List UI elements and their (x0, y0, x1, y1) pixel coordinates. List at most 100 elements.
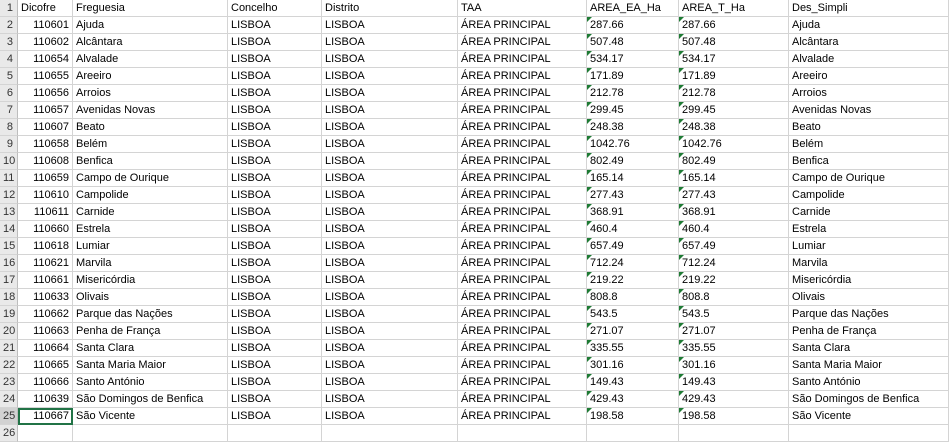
cell-a18[interactable]: 110633 (18, 289, 73, 306)
cell-h17[interactable]: Misericórdia (789, 272, 949, 289)
cell-a5[interactable]: 110655 (18, 68, 73, 85)
cell-a17[interactable]: 110661 (18, 272, 73, 289)
row-number[interactable]: 18 (0, 289, 18, 306)
cell-e4[interactable]: ÁREA PRINCIPAL (458, 51, 587, 68)
cell-b2[interactable]: Ajuda (73, 17, 228, 34)
cell-h15[interactable]: Lumiar (789, 238, 949, 255)
cell-e26[interactable] (458, 425, 587, 442)
row-number[interactable]: 13 (0, 204, 18, 221)
cell-g20[interactable]: 271.07 (679, 323, 789, 340)
cell-e17[interactable]: ÁREA PRINCIPAL (458, 272, 587, 289)
cell-e5[interactable]: ÁREA PRINCIPAL (458, 68, 587, 85)
cell-g16[interactable]: 712.24 (679, 255, 789, 272)
cell-d16[interactable]: LISBOA (322, 255, 458, 272)
cell-e10[interactable]: ÁREA PRINCIPAL (458, 153, 587, 170)
cell-e7[interactable]: ÁREA PRINCIPAL (458, 102, 587, 119)
cell-a19[interactable]: 110662 (18, 306, 73, 323)
cell-b17[interactable]: Misericórdia (73, 272, 228, 289)
cell-b5[interactable]: Areeiro (73, 68, 228, 85)
row-number[interactable]: 6 (0, 85, 18, 102)
cell-h11[interactable]: Campo de Ourique (789, 170, 949, 187)
cell-c26[interactable] (228, 425, 322, 442)
cell-h1[interactable]: Des_Simpli (789, 0, 949, 17)
row-number[interactable]: 8 (0, 119, 18, 136)
row-number[interactable]: 21 (0, 340, 18, 357)
cell-f1[interactable]: AREA_EA_Ha (587, 0, 679, 17)
cell-a22[interactable]: 110665 (18, 357, 73, 374)
cell-e6[interactable]: ÁREA PRINCIPAL (458, 85, 587, 102)
cell-d7[interactable]: LISBOA (322, 102, 458, 119)
cell-g21[interactable]: 335.55 (679, 340, 789, 357)
cell-f26[interactable] (587, 425, 679, 442)
cell-c13[interactable]: LISBOA (228, 204, 322, 221)
cell-e15[interactable]: ÁREA PRINCIPAL (458, 238, 587, 255)
cell-c6[interactable]: LISBOA (228, 85, 322, 102)
cell-h18[interactable]: Olivais (789, 289, 949, 306)
cell-c8[interactable]: LISBOA (228, 119, 322, 136)
cell-g17[interactable]: 219.22 (679, 272, 789, 289)
cell-g22[interactable]: 301.16 (679, 357, 789, 374)
cell-b15[interactable]: Lumiar (73, 238, 228, 255)
cell-f18[interactable]: 808.8 (587, 289, 679, 306)
cell-e14[interactable]: ÁREA PRINCIPAL (458, 221, 587, 238)
cell-c22[interactable]: LISBOA (228, 357, 322, 374)
cell-g4[interactable]: 534.17 (679, 51, 789, 68)
row-number[interactable]: 22 (0, 357, 18, 374)
cell-f5[interactable]: 171.89 (587, 68, 679, 85)
cell-f25[interactable]: 198.58 (587, 408, 679, 425)
cell-e25[interactable]: ÁREA PRINCIPAL (458, 408, 587, 425)
cell-h13[interactable]: Carnide (789, 204, 949, 221)
cell-h19[interactable]: Parque das Nações (789, 306, 949, 323)
cell-a24[interactable]: 110639 (18, 391, 73, 408)
cell-c14[interactable]: LISBOA (228, 221, 322, 238)
cell-d2[interactable]: LISBOA (322, 17, 458, 34)
cell-d12[interactable]: LISBOA (322, 187, 458, 204)
cell-f6[interactable]: 212.78 (587, 85, 679, 102)
cell-d20[interactable]: LISBOA (322, 323, 458, 340)
cell-g11[interactable]: 165.14 (679, 170, 789, 187)
row-number[interactable]: 15 (0, 238, 18, 255)
cell-a26[interactable] (18, 425, 73, 442)
row-number[interactable]: 24 (0, 391, 18, 408)
cell-g18[interactable]: 808.8 (679, 289, 789, 306)
cell-d19[interactable]: LISBOA (322, 306, 458, 323)
cell-g26[interactable] (679, 425, 789, 442)
cell-c18[interactable]: LISBOA (228, 289, 322, 306)
cell-b12[interactable]: Campolide (73, 187, 228, 204)
cell-b20[interactable]: Penha de França (73, 323, 228, 340)
cell-f14[interactable]: 460.4 (587, 221, 679, 238)
cell-c9[interactable]: LISBOA (228, 136, 322, 153)
cell-d17[interactable]: LISBOA (322, 272, 458, 289)
cell-f11[interactable]: 165.14 (587, 170, 679, 187)
cell-e23[interactable]: ÁREA PRINCIPAL (458, 374, 587, 391)
cell-c23[interactable]: LISBOA (228, 374, 322, 391)
cell-e8[interactable]: ÁREA PRINCIPAL (458, 119, 587, 136)
cell-h26[interactable] (789, 425, 949, 442)
cell-d1[interactable]: Distrito (322, 0, 458, 17)
cell-a3[interactable]: 110602 (18, 34, 73, 51)
cell-e19[interactable]: ÁREA PRINCIPAL (458, 306, 587, 323)
cell-e1[interactable]: TAA (458, 0, 587, 17)
row-number[interactable]: 2 (0, 17, 18, 34)
row-number[interactable]: 25 (0, 408, 18, 425)
cell-b11[interactable]: Campo de Ourique (73, 170, 228, 187)
cell-e9[interactable]: ÁREA PRINCIPAL (458, 136, 587, 153)
cell-b18[interactable]: Olivais (73, 289, 228, 306)
cell-c3[interactable]: LISBOA (228, 34, 322, 51)
cell-h12[interactable]: Campolide (789, 187, 949, 204)
cell-b21[interactable]: Santa Clara (73, 340, 228, 357)
cell-c21[interactable]: LISBOA (228, 340, 322, 357)
cell-a7[interactable]: 110657 (18, 102, 73, 119)
cell-a8[interactable]: 110607 (18, 119, 73, 136)
cell-c12[interactable]: LISBOA (228, 187, 322, 204)
row-number[interactable]: 26 (0, 425, 18, 442)
cell-g9[interactable]: 1042.76 (679, 136, 789, 153)
cell-h4[interactable]: Alvalade (789, 51, 949, 68)
cell-e2[interactable]: ÁREA PRINCIPAL (458, 17, 587, 34)
row-number[interactable]: 4 (0, 51, 18, 68)
cell-b16[interactable]: Marvila (73, 255, 228, 272)
row-number[interactable]: 20 (0, 323, 18, 340)
cell-c24[interactable]: LISBOA (228, 391, 322, 408)
cell-g15[interactable]: 657.49 (679, 238, 789, 255)
cell-f16[interactable]: 712.24 (587, 255, 679, 272)
